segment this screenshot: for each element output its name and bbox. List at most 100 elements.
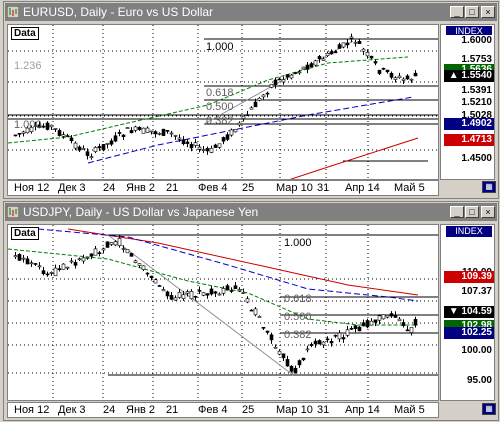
minimize-button[interactable]: _: [450, 206, 464, 218]
usdjpy-candle: [241, 288, 246, 294]
candle-body: [405, 329, 410, 332]
eurusd-candle: [13, 134, 18, 137]
window-titlebar[interactable]: EURUSD, Daily - Euro vs US Dollar _ □ ×: [5, 3, 497, 21]
usdjpy-candle: [381, 314, 386, 320]
candle-body: [209, 288, 214, 295]
candle-body: [345, 42, 350, 46]
candle-body: [381, 67, 386, 70]
usdjpy-candle: [405, 325, 410, 332]
candle-body: [125, 127, 130, 129]
eurusd-candle: [233, 128, 238, 133]
candle-body: [205, 148, 210, 152]
ma-red: [67, 228, 419, 296]
candle-body: [281, 79, 286, 83]
usdjpy-candle: [21, 254, 26, 263]
usdjpy-candle: [305, 345, 310, 353]
candle-body: [101, 248, 106, 251]
time-axis[interactable]: Ноя 12 Дек 3 24 Янв 2 21 Фев 4 25 Мар 10 31 Апр 1…: [7, 180, 439, 196]
candle-body: [385, 69, 390, 73]
usdjpy-candle: [97, 250, 102, 257]
candle-body: [217, 143, 222, 148]
eurusd-candle: [357, 38, 362, 44]
time-axis-label: 25: [242, 182, 255, 194]
index-button[interactable]: INDEX: [446, 26, 492, 37]
axis-settings-button[interactable]: ▦: [482, 403, 496, 415]
price-chart-plot[interactable]: Data 1.000 0.618 0.500 0.382 1.236 1.000: [7, 24, 439, 180]
candle-body: [385, 314, 390, 318]
eurusd-candle: [177, 134, 182, 143]
time-axis-label: 31: [317, 404, 330, 416]
candle-body: [137, 126, 142, 130]
window-titlebar[interactable]: USDJPY, Daily - US Dollar vs Japanese Ye…: [5, 203, 497, 221]
usdjpy-candle: [109, 242, 114, 247]
time-axis-label: Май 5: [394, 182, 425, 194]
usdjpy-candle: [169, 292, 174, 301]
fib-label-0382: 0.382: [206, 115, 234, 127]
candle-body: [361, 48, 366, 52]
maximize-button[interactable]: □: [465, 206, 479, 218]
time-axis-label: Апр 14: [345, 404, 380, 416]
candle-body: [305, 348, 310, 351]
usdjpy-candle: [13, 252, 18, 259]
minimize-button[interactable]: _: [450, 6, 464, 18]
candle-body: [165, 130, 170, 132]
eurusd-candle: [49, 124, 54, 130]
eurusd-candle: [193, 138, 198, 148]
eurusd-candle: [189, 141, 194, 152]
maximize-button[interactable]: □: [465, 6, 479, 18]
candle-body: [165, 291, 170, 297]
candle-body: [297, 71, 302, 74]
index-button[interactable]: INDEX: [446, 226, 492, 237]
usdjpy-candle: [337, 330, 342, 343]
candle-body: [297, 360, 302, 366]
eurusd-candle: [229, 128, 234, 137]
candle-body: [65, 135, 70, 137]
usdjpy-candle: [41, 266, 46, 276]
candle-body: [173, 297, 178, 301]
close-button[interactable]: ×: [481, 6, 495, 18]
usdjpy-candle: [369, 318, 374, 326]
eurusd-candle: [269, 83, 274, 89]
usdjpy-candle: [193, 295, 198, 301]
price-chart-plot[interactable]: Data 1.000 0.618 0.500 0.382: [7, 224, 439, 401]
axis-settings-button[interactable]: ▦: [482, 181, 496, 193]
candle-body: [249, 107, 254, 110]
candle-body: [301, 66, 306, 70]
close-button[interactable]: ×: [481, 206, 495, 218]
usdjpy-candle: [149, 275, 154, 281]
usdjpy-candle: [121, 245, 126, 253]
chart-window-usdjpy[interactable]: USDJPY, Daily - US Dollar vs Japanese Ye…: [3, 201, 499, 421]
eurusd-candle: [37, 121, 42, 129]
candle-body: [265, 330, 270, 333]
candle-body: [93, 248, 98, 256]
time-axis[interactable]: Ноя 12 Дек 3 24 Янв 2 21 Фев 4 25 Мар 10 31 Апр 1…: [7, 402, 439, 418]
candle-body: [221, 137, 226, 142]
candle-body: [113, 135, 118, 142]
close-icon: ×: [485, 207, 491, 217]
candle-body: [293, 72, 298, 74]
candle-body: [333, 334, 338, 337]
usdjpy-candle: [245, 296, 250, 304]
usdjpy-candle: [377, 314, 382, 325]
price-tag: ▼ 104.59: [444, 306, 494, 318]
candle-body: [45, 273, 50, 276]
candle-body: [309, 344, 314, 346]
candle-body: [177, 137, 182, 140]
candle-body: [145, 272, 150, 275]
time-axis-label: 24: [103, 404, 116, 416]
candle-body: [25, 258, 30, 265]
candle-body: [105, 241, 110, 248]
eurusd-candle: [73, 141, 78, 151]
candle-body: [201, 149, 206, 151]
eurusd-candle: [149, 130, 154, 135]
candle-body: [289, 365, 294, 372]
eurusd-candle: [205, 146, 210, 155]
chart-window-eurusd[interactable]: EURUSD, Daily - Euro vs US Dollar _ □ × …: [3, 1, 499, 199]
price-tag: 102.25: [444, 327, 494, 339]
candle-body: [273, 346, 278, 349]
candle-body: [289, 74, 294, 79]
candle-body: [277, 78, 282, 81]
eurusd-candle: [241, 115, 246, 122]
